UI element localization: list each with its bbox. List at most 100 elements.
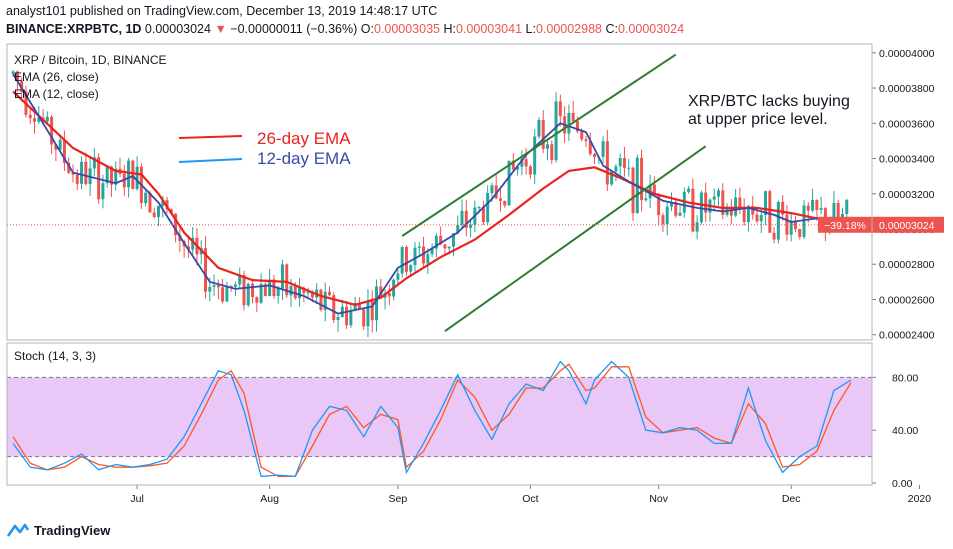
candle-body [375,286,379,321]
candle-body [327,291,331,296]
stoch-k-line [12,360,852,478]
candle-body [357,302,361,310]
tradingview-logo-icon [6,523,30,537]
price-axis-label: 0.00002800 [879,259,935,271]
candle-body [439,235,443,245]
high-value: 0.00003041 [455,22,523,36]
candle-body [114,168,118,185]
candle-body [451,233,455,247]
price-pane-border [6,43,873,341]
candle-body [127,160,131,188]
candle-body [191,237,195,250]
candle-body [67,162,71,173]
candle-body [464,210,468,228]
candle-body [263,284,267,297]
candle-body [289,286,293,296]
candle-body [75,174,79,184]
time-axis-label: 2020 [908,493,932,505]
candle-body [652,184,656,195]
candle-body [430,248,434,255]
candle-body [336,316,340,321]
candle-body [101,183,105,200]
candle-body [567,112,571,134]
candle-body [729,207,733,216]
symbol-name[interactable]: BINANCE:XRPBTC, 1D [6,22,142,36]
candle-body [644,198,648,201]
candle-body [558,101,562,117]
candle-body [734,197,738,216]
candle-body [836,202,840,219]
legend-stoch[interactable]: Stoch (14, 3, 3) [14,349,97,363]
candle-body [546,144,550,149]
close-value: 0.00003024 [617,22,685,36]
candle-body [601,141,605,157]
candle-body [687,188,691,192]
publisher-line: analyst101 published on TradingView.com,… [6,4,438,18]
candle-body [268,279,272,297]
price-axis-label: 0.00003200 [879,189,935,201]
candle-body [571,112,575,122]
stoch-axis-label: 80.00 [892,372,918,384]
candle-body [310,291,314,298]
candle-body [84,161,88,185]
legend-ema26[interactable]: EMA (26, close) [14,70,99,84]
candle-body [323,291,327,310]
candle-body [528,166,532,175]
candle-body [366,300,370,327]
candle-body [511,160,515,170]
legend-pair[interactable]: XRP / Bitcoin, 1D, BINANCE [14,53,167,67]
candle-body [588,141,592,155]
stoch-axis-label: 0.00 [892,478,913,490]
candle-body [717,190,721,197]
candle-body [349,310,353,326]
candle-body [798,229,802,237]
candle-body [71,172,75,175]
candle-body [148,192,152,213]
candle-body [396,273,400,280]
candle-body [233,284,237,287]
candle-body [319,289,323,310]
candle-body [764,191,768,215]
candle-body [400,246,404,274]
candle-body [302,287,306,294]
candle-body [54,144,58,150]
pct-badge-bg [818,216,872,233]
candle-body [755,214,759,222]
candle-body [212,285,216,287]
low-value: 0.00002988 [535,22,602,36]
candle-body [242,275,246,306]
candle-body [259,284,263,303]
candle-body [409,265,413,272]
candle-body [751,206,755,215]
candle-body [785,214,789,235]
open-value: 0.00003035 [373,22,440,36]
candle-body [15,71,19,81]
candle-body [507,160,511,206]
candle-body [417,246,421,248]
legend-ema12[interactable]: EMA (12, close) [14,87,99,101]
candle-body [759,214,763,222]
candle-body [165,200,169,210]
candle-body [669,201,673,207]
price-axis-label: 0.00002600 [879,294,935,306]
candle-body [477,207,481,209]
candle-body [541,120,545,149]
footer-brand[interactable]: TradingView [6,522,110,538]
candle-body [285,264,289,296]
candle-body [674,201,678,216]
ema26-line [12,90,843,306]
candle-body [33,118,37,122]
candle-body [768,191,772,233]
candle-body [793,220,797,230]
candle-body [37,117,41,122]
candle-body [593,154,597,157]
candle-body [533,136,537,175]
candle-body [678,212,682,216]
candle-body [208,286,212,292]
candle-body [80,161,84,184]
candle-body [802,205,806,237]
candle-body [298,287,302,299]
candle-body [216,285,220,288]
candle-body [276,288,280,296]
candle-body [447,246,451,249]
